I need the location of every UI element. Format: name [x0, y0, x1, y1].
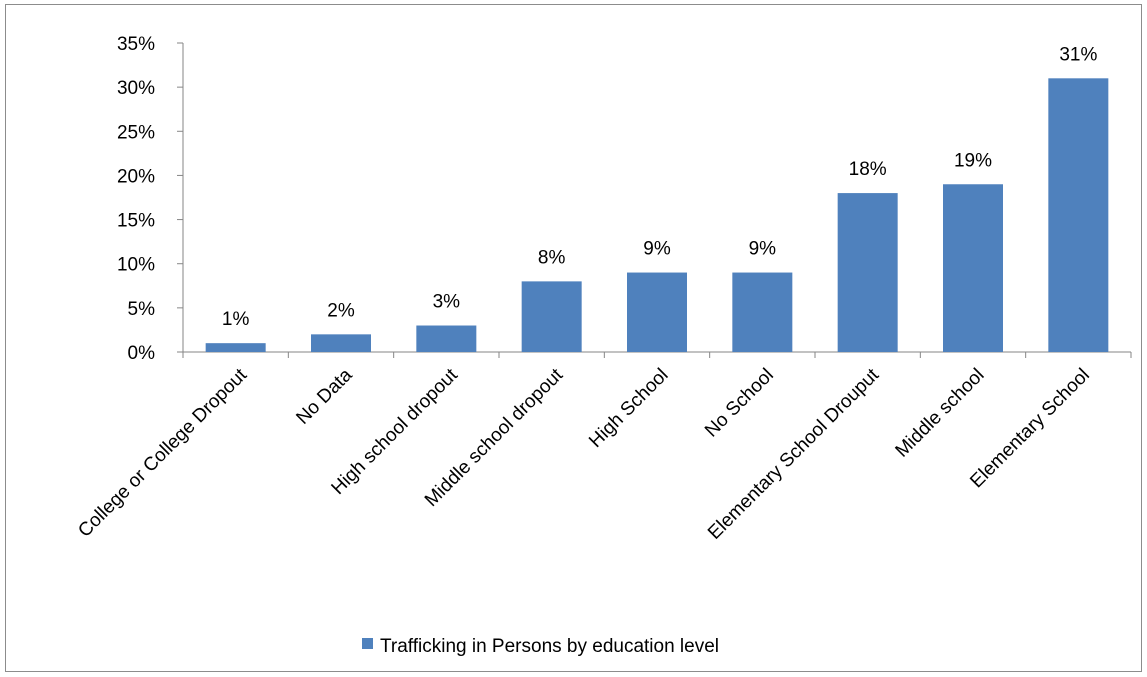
x-axis — [182, 351, 1132, 358]
bar — [521, 281, 582, 352]
bar — [943, 184, 1003, 352]
category-label: No Data — [292, 364, 356, 428]
legend-label: Trafficking in Persons by education leve… — [380, 636, 719, 657]
data-label: 3% — [433, 292, 461, 313]
data-label: 1% — [222, 309, 250, 330]
y-tick-label: 15% — [117, 211, 155, 232]
y-tick-label: 10% — [117, 255, 155, 276]
y-tick-label: 0% — [128, 343, 156, 364]
bar — [732, 272, 793, 352]
bar — [416, 325, 477, 352]
bar — [205, 343, 266, 352]
category-label: College or College Dropout — [74, 364, 251, 541]
bar — [837, 193, 898, 352]
category-label: Elementary School Drouput — [704, 364, 884, 544]
y-tick-label: 25% — [117, 122, 155, 143]
legend-swatch — [362, 638, 373, 649]
y-tick-label: 5% — [128, 299, 156, 320]
legend: Trafficking in Persons by education leve… — [362, 636, 719, 657]
bar-series — [205, 78, 1109, 353]
category-label: Middle school — [892, 365, 989, 462]
data-label: 8% — [538, 247, 566, 268]
data-label: 9% — [749, 239, 777, 260]
y-tick-label: 20% — [117, 166, 155, 187]
category-label: Elementary School — [966, 365, 1094, 493]
data-labels: 1% 2% 3% 8% 9% 9% 18% 19% 31% — [222, 44, 1098, 330]
bar — [311, 334, 371, 352]
data-label: 31% — [1059, 44, 1097, 65]
bar — [627, 272, 687, 352]
category-label: High School — [585, 365, 672, 452]
data-label: 18% — [849, 159, 887, 180]
data-label: 2% — [327, 300, 355, 321]
y-axis: 0% 5% 10% 15% 20% 25% 30% 35% — [117, 34, 184, 364]
category-label: No School — [701, 365, 778, 442]
y-tick-label: 30% — [117, 78, 155, 99]
data-label: 9% — [643, 239, 671, 260]
y-tick-label: 35% — [117, 34, 155, 55]
bar — [1048, 78, 1109, 353]
data-label: 19% — [954, 150, 992, 171]
